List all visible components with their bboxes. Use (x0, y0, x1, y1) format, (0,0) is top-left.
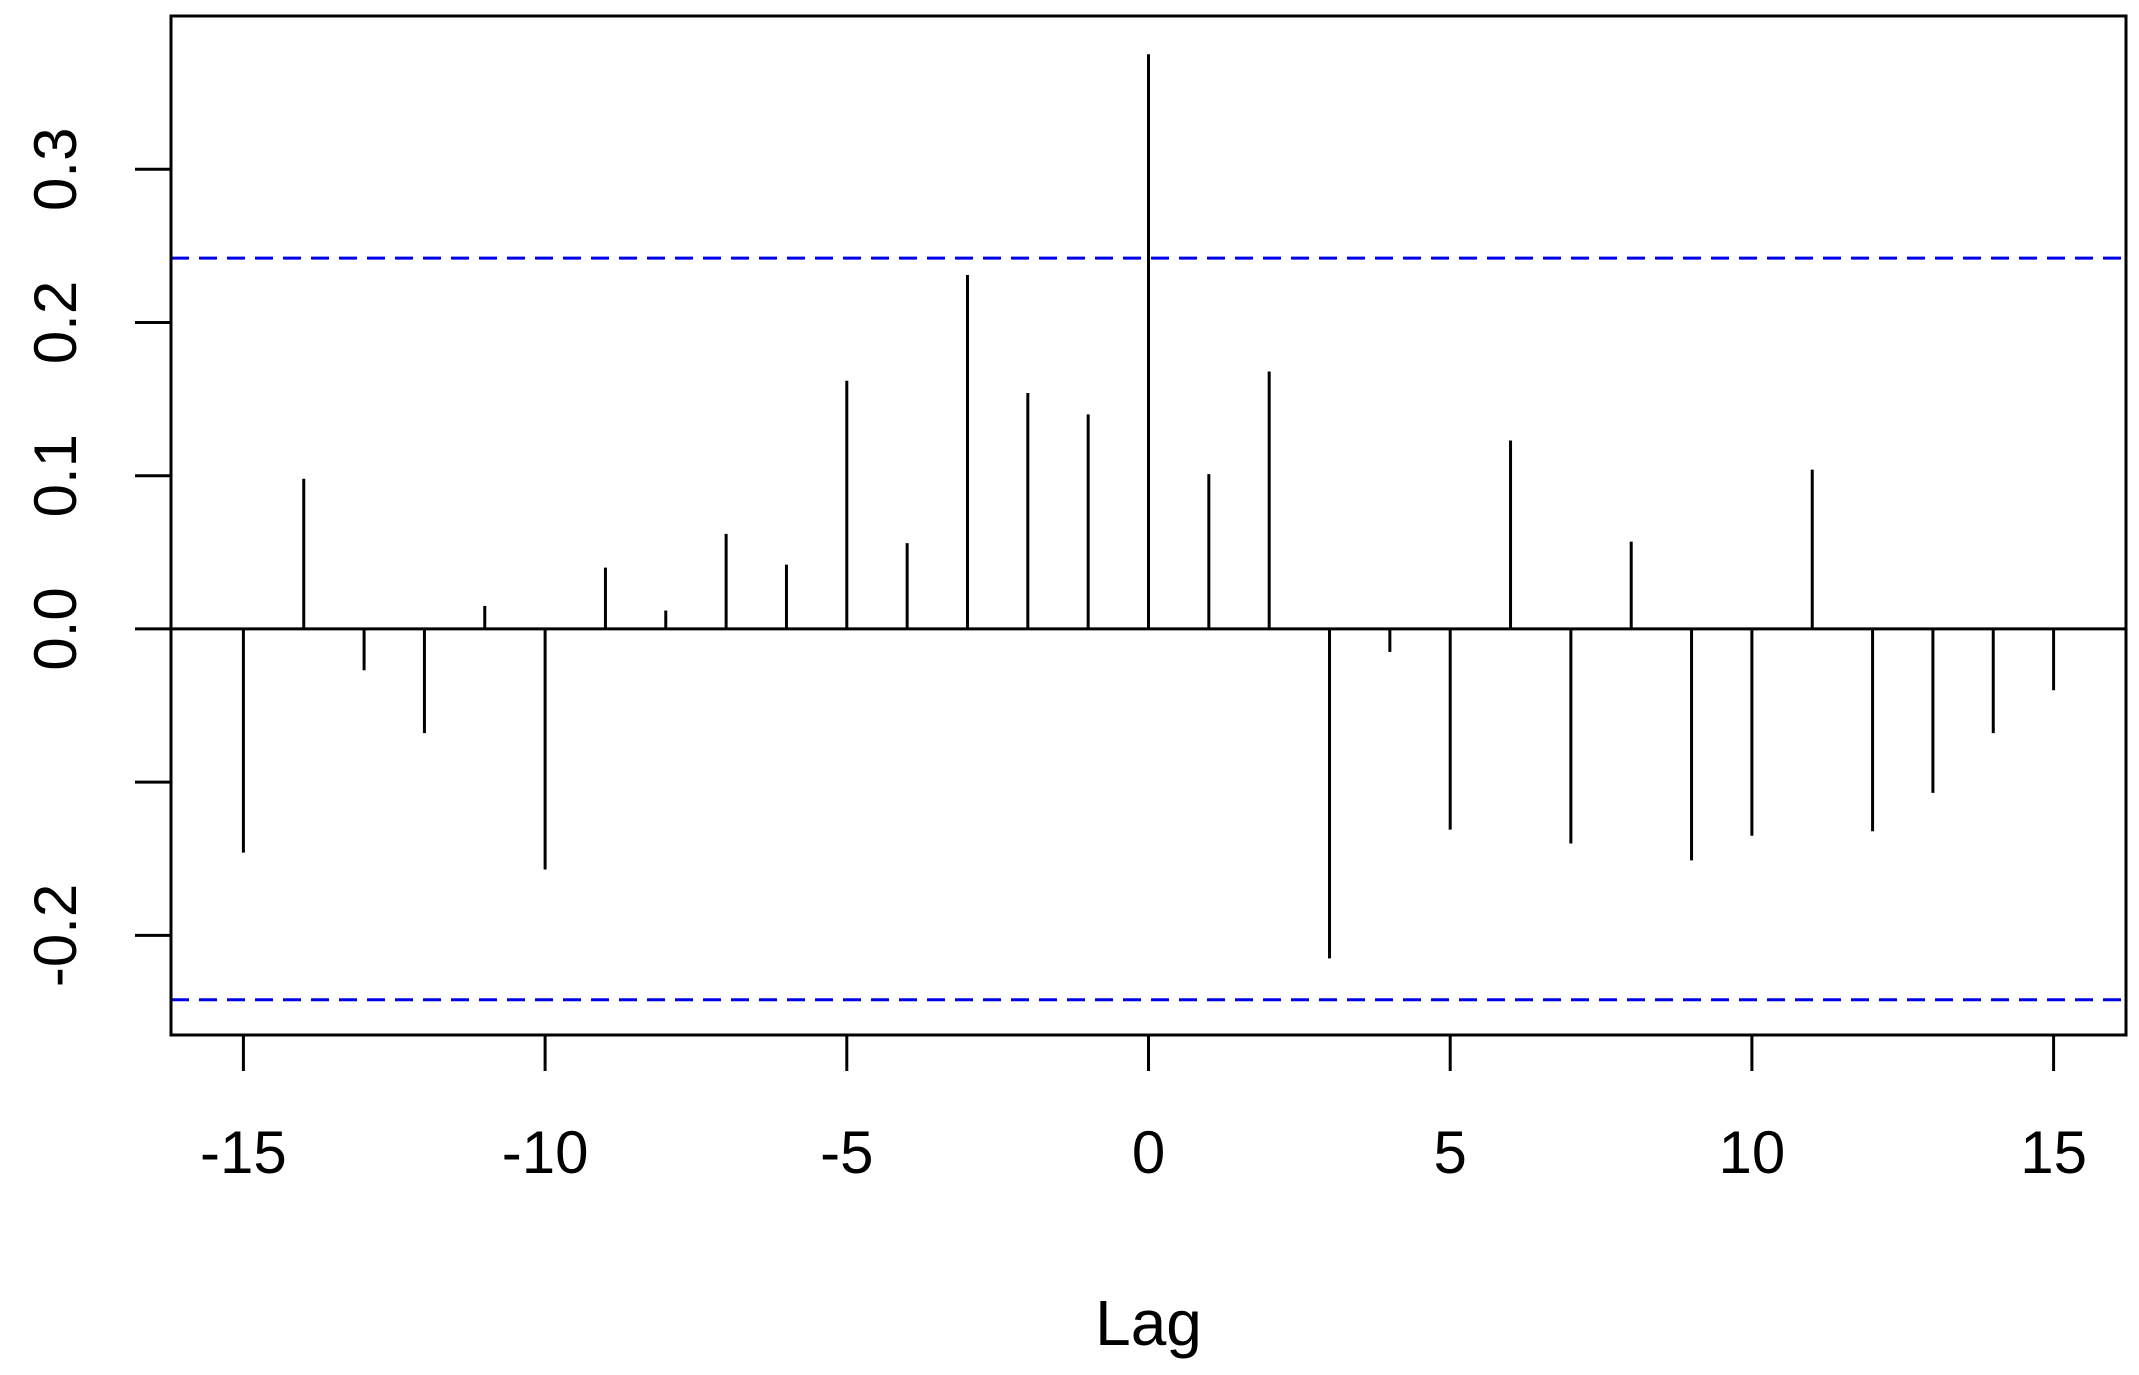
y-tick-label-4: 0.2 (22, 281, 89, 364)
x-axis-title: Lag (1095, 1287, 1202, 1359)
y-axis: -0.2 0.0 0.1 0.2 0.3 (22, 128, 171, 987)
confidence-lines (171, 256, 2126, 1002)
y-tick-label-2: 0.0 (22, 587, 89, 670)
y-tick-label-3: 0.1 (22, 434, 89, 517)
y-tick-label-5: 0.3 (22, 128, 89, 211)
x-tick-label-5: 10 (1719, 1119, 1786, 1186)
x-tick-label-4: 5 (1434, 1119, 1467, 1186)
x-tick-label-6: 15 (2020, 1119, 2087, 1186)
y-tick-label-0: -0.2 (22, 884, 89, 987)
x-tick-label-3: 0 (1132, 1119, 1165, 1186)
x-tick-label-2: -5 (820, 1119, 873, 1186)
x-tick-label-0: -15 (200, 1119, 287, 1186)
bars-group (241, 54, 2056, 959)
x-tick-label-1: -10 (502, 1119, 589, 1186)
x-axis: -15 -10 -5 0 5 10 15 (200, 1035, 2087, 1186)
